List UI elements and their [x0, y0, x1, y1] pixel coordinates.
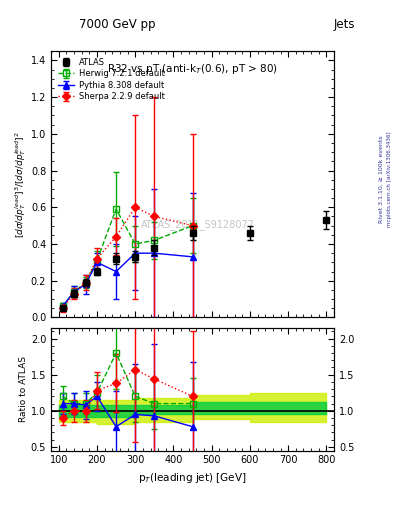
- Text: Rivet 3.1.10, ≥ 100k events: Rivet 3.1.10, ≥ 100k events: [379, 135, 384, 223]
- Y-axis label: $[d\sigma/dp_T^{lead}]^{3} / [d\sigma/dp_T^{lead}]^{2}$: $[d\sigma/dp_T^{lead}]^{3} / [d\sigma/dp…: [13, 131, 28, 238]
- Text: Jets: Jets: [334, 18, 356, 31]
- Legend: ATLAS, Herwig 7.2.1 default, Pythia 8.308 default, Sherpa 2.2.9 default: ATLAS, Herwig 7.2.1 default, Pythia 8.30…: [55, 55, 167, 104]
- Text: mcplots.cern.ch [arXiv:1306.3436]: mcplots.cern.ch [arXiv:1306.3436]: [387, 132, 391, 227]
- Text: 7000 GeV pp: 7000 GeV pp: [79, 18, 155, 31]
- Text: ATLAS_2011_S9128077: ATLAS_2011_S9128077: [141, 219, 255, 230]
- X-axis label: p$_T$(leading jet) [GeV]: p$_T$(leading jet) [GeV]: [138, 471, 247, 485]
- Text: R32 vs pT (anti-k$_T$(0.6), pT > 80): R32 vs pT (anti-k$_T$(0.6), pT > 80): [107, 62, 278, 76]
- Y-axis label: Ratio to ATLAS: Ratio to ATLAS: [19, 356, 28, 422]
